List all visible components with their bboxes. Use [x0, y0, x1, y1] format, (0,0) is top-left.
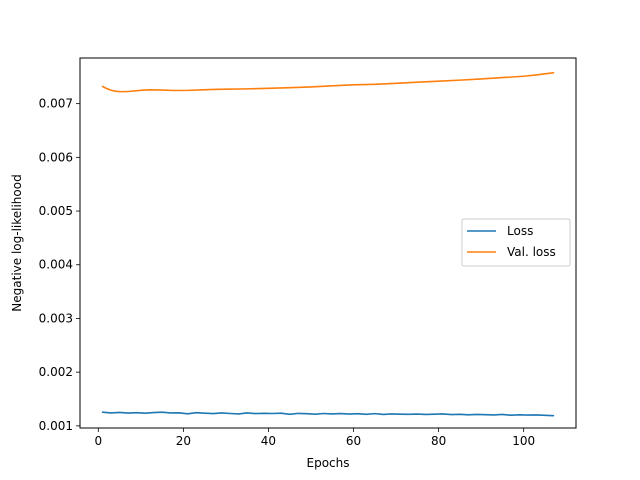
y-tick-label: 0.003: [39, 311, 73, 325]
x-tick-label: 100: [512, 434, 535, 448]
y-tick-label: 0.006: [39, 150, 73, 164]
series-line-0: [101, 411, 555, 417]
legend-label-0: Loss: [507, 224, 533, 238]
y-tick-label: 0.002: [39, 365, 73, 379]
series-layer: [101, 71, 555, 417]
x-tick-label: 40: [261, 434, 276, 448]
y-tick-label: 0.007: [39, 97, 73, 111]
y-tick-label: 0.004: [39, 258, 73, 272]
plot-frame: [79, 57, 577, 429]
y-axis-label: Negative log-likelihood: [10, 174, 24, 311]
x-tick-label: 80: [431, 434, 446, 448]
x-tick-label: 60: [346, 434, 361, 448]
x-tick-label: 20: [176, 434, 191, 448]
x-axis-label: Epochs: [307, 456, 350, 470]
legend-label-1: Val. loss: [507, 245, 556, 259]
x-tick-label: 0: [94, 434, 102, 448]
y-tick-label: 0.005: [39, 204, 73, 218]
y-tick-label: 0.001: [39, 419, 73, 433]
legend: Loss Val. loss: [461, 218, 571, 267]
x-axis: 0 20 40 60 80 100: [94, 428, 535, 448]
series-line-1: [101, 71, 555, 93]
y-axis: 0.001 0.002 0.003 0.004 0.005 0.006 0.007: [39, 97, 80, 433]
